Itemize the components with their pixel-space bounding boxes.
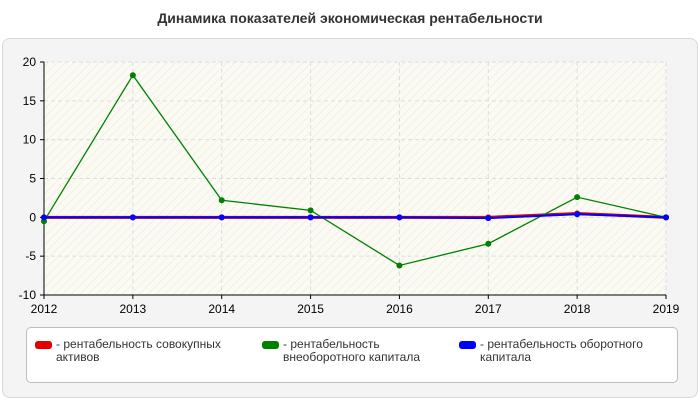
series-line-3 [44,213,667,220]
y-tick-label: 20 [23,55,37,69]
y-tick-label: 0 [29,210,36,224]
data-point-series-2 [307,207,314,214]
data-point-series-3 [41,214,47,221]
series-lines [41,72,669,269]
series-line-2 [43,74,667,267]
y-tick-labels: 20 15 10 5 0 -5 -10 [19,55,44,302]
y-tick-label: -10 [19,288,37,302]
legend-swatch-blue [459,341,476,349]
x-tick-label: 2012 [31,302,58,316]
legend-item-total-assets: - рентабельность совокупных активов [35,338,236,364]
data-point-series-3 [396,214,403,221]
chart-title: Динамика показателей экономическая рента… [157,10,543,26]
x-tick-labels: 2012 2013 2014 2015 2016 2017 2018 2019 [31,295,680,316]
legend-label: - рентабельность оборотного капитала [480,337,643,364]
x-tick-label: 2016 [386,302,413,316]
data-point-series-2 [218,197,225,204]
legend-label: - рентабельность совокупных активов [56,337,221,364]
data-point-series-2 [485,240,492,247]
legend-item-current-capital: - рентабельность оборотного капитала [459,338,660,364]
grid-lines [44,61,667,295]
data-point-series-3 [663,214,669,221]
x-tick-label: 2013 [120,302,147,316]
data-point-series-3 [307,214,314,221]
y-tick-label: -5 [25,249,36,263]
y-tick-label: 5 [29,172,36,186]
legend-swatch-red [35,341,52,349]
x-tick-label: 2017 [475,302,502,316]
data-point-series-2 [574,194,581,201]
data-point-series-3 [485,215,492,222]
legend-label: - рентабельность внеоборотного капитала [283,337,420,364]
legend-item-noncurrent-capital: - рентабельность внеоборотного капитала [262,338,463,364]
x-tick-label: 2015 [297,302,324,316]
x-tick-label: 2014 [208,302,235,316]
x-tick-label: 2018 [564,302,591,316]
y-tick-label: 10 [23,133,37,147]
legend: - рентабельность совокупных активов - ре… [26,327,678,383]
data-point-series-3 [129,214,136,221]
legend-swatch-green [262,341,279,349]
data-point-series-2 [396,262,403,269]
data-point-series-3 [218,214,225,221]
x-tick-label: 2019 [653,302,680,316]
data-point-series-3 [574,211,581,218]
y-tick-label: 15 [23,94,37,108]
data-point-series-2 [129,72,136,79]
